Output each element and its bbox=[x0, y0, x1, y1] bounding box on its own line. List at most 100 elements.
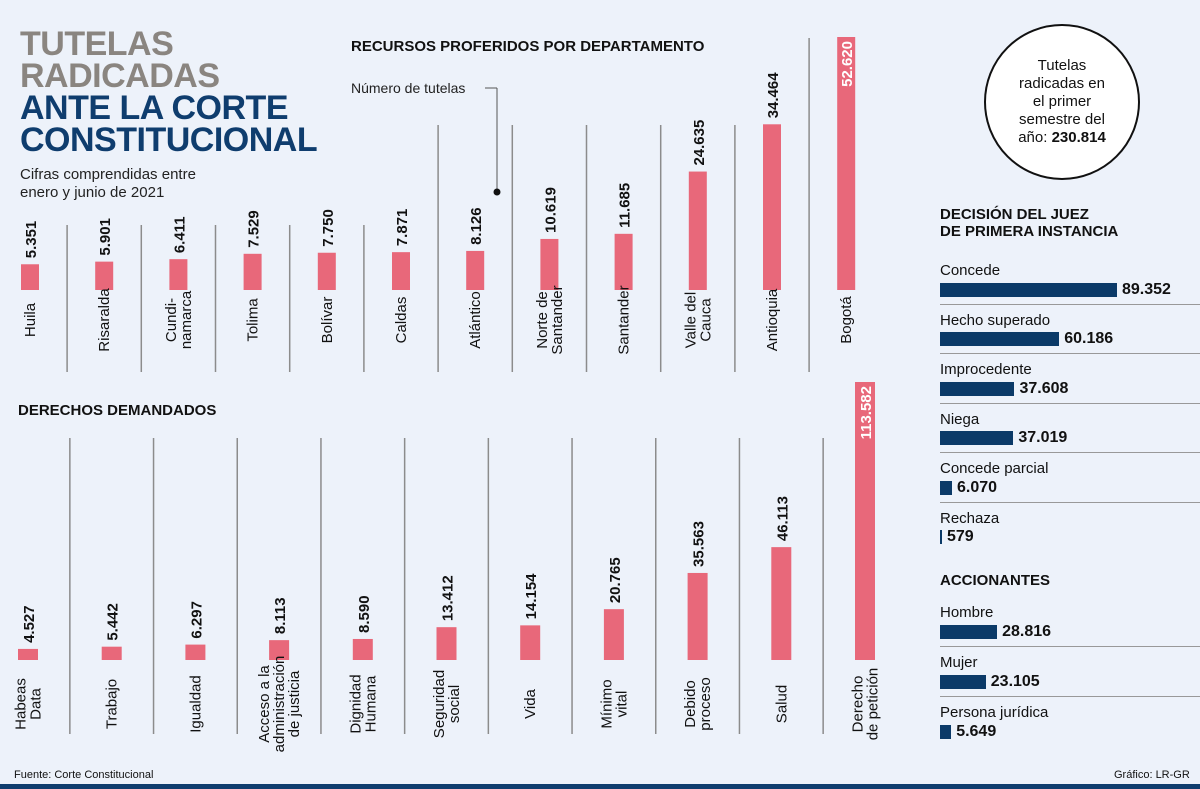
hbar-value-label: 579 bbox=[947, 528, 974, 545]
category-label: Bolívar bbox=[319, 297, 336, 344]
bar bbox=[392, 252, 410, 290]
bar bbox=[614, 233, 633, 290]
value-label: 46.113 bbox=[774, 496, 791, 541]
hbar-line: 37.019 bbox=[940, 429, 1200, 447]
value-label: 11.685 bbox=[617, 183, 634, 228]
category-label: namarca bbox=[178, 290, 195, 349]
category-label: Atlántico bbox=[467, 291, 484, 349]
value-label: 20.765 bbox=[607, 557, 624, 603]
value-label: 52.620 bbox=[839, 41, 856, 87]
callout-total: 230.814 bbox=[1051, 129, 1106, 146]
bar bbox=[95, 261, 114, 290]
bar bbox=[185, 644, 206, 660]
dept-chart-title: RECURSOS PROFERIDOS POR DEPARTAMENTO bbox=[351, 38, 705, 55]
bar bbox=[436, 627, 457, 660]
hbar-category-label: Niega bbox=[940, 410, 980, 428]
bar bbox=[269, 640, 290, 660]
hbar-row: Improcedente 37.608 bbox=[940, 361, 1200, 397]
hbar-line: 28.816 bbox=[940, 623, 1200, 640]
hbar-line: 37.608 bbox=[940, 380, 1200, 397]
category-label: Derecho bbox=[850, 676, 867, 733]
dept-chart-subtitle: Número de tutelas bbox=[351, 80, 466, 96]
value-label: 8.126 bbox=[468, 207, 485, 245]
value-label: 34.464 bbox=[765, 72, 782, 119]
bar bbox=[317, 252, 336, 290]
value-label: 5.901 bbox=[97, 218, 114, 256]
hbar-value-label: 28.816 bbox=[1002, 622, 1052, 640]
bar bbox=[466, 250, 485, 290]
hbar-value-label: 37.608 bbox=[1019, 379, 1069, 397]
hbar-row: Hombre 28.816 bbox=[940, 604, 1200, 640]
value-label: 14.154 bbox=[523, 573, 540, 620]
source-note: Fuente: Corte Constitucional bbox=[14, 769, 154, 781]
value-label: 8.590 bbox=[356, 595, 373, 633]
title-line-3: ANTE LA CORTE bbox=[20, 89, 289, 127]
hbar-row: Concede 89.352 bbox=[940, 262, 1200, 298]
value-label: 10.619 bbox=[542, 187, 559, 233]
hbar-line: 579 bbox=[940, 528, 1200, 546]
bar bbox=[763, 124, 781, 290]
category-label: Igualdad bbox=[187, 675, 204, 733]
hbar-line: 89.352 bbox=[940, 281, 1200, 298]
decision-title-line-1: DECISIÓN DEL JUEZ bbox=[940, 206, 1089, 223]
category-label: Debido bbox=[682, 680, 699, 728]
callout-line-2: radicadas en bbox=[1019, 75, 1105, 92]
hbar-row: Persona jurídica 5.649 bbox=[940, 704, 1200, 740]
category-label: Santander bbox=[616, 285, 633, 354]
hbar-category-label: Concede bbox=[940, 262, 1001, 279]
category-label: administración bbox=[271, 656, 288, 753]
bar bbox=[18, 648, 38, 660]
hbar-line: 6.070 bbox=[940, 479, 1200, 496]
hbar-row: Concede parcial 6.070 bbox=[940, 460, 1200, 496]
category-label: Tolima bbox=[245, 298, 262, 342]
row-separator bbox=[940, 696, 1200, 697]
row-separator bbox=[940, 452, 1200, 453]
hbar-value-label: 6.070 bbox=[957, 478, 998, 496]
category-label: Trabajo bbox=[104, 679, 121, 729]
bar bbox=[101, 646, 122, 660]
bar bbox=[540, 238, 559, 290]
bar bbox=[687, 572, 708, 660]
category-label: Seguridad bbox=[431, 670, 448, 738]
subtitle-line-1: Cifras comprendidas entre bbox=[20, 166, 196, 183]
row-separator bbox=[940, 353, 1200, 354]
hbar-category-label: Hombre bbox=[940, 604, 994, 621]
row-separator bbox=[940, 402, 1200, 404]
value-label: 6.411 bbox=[171, 216, 188, 253]
callout-line-4: semestre del bbox=[1019, 111, 1105, 128]
category-label: Salud bbox=[773, 685, 790, 723]
hbar-line: 23.105 bbox=[940, 673, 1200, 690]
bar bbox=[352, 638, 373, 660]
hbar bbox=[940, 674, 986, 689]
hbar-value-label: 60.186 bbox=[1064, 330, 1114, 347]
bar bbox=[243, 253, 262, 290]
category-label: Risaralda bbox=[96, 288, 113, 352]
hbar-category-label: Rechaza bbox=[940, 509, 1000, 527]
category-label: Humana bbox=[362, 675, 379, 732]
dept-bar-chart: 5.351 Huila 5.901 Risaralda 6.411 Cundi-namar… bbox=[21, 37, 856, 372]
category-label: Valle del bbox=[682, 292, 699, 348]
row-separator bbox=[940, 501, 1200, 503]
subtitle-line-2: enero y junio de 2021 bbox=[20, 184, 165, 201]
category-label: Habeas bbox=[13, 678, 30, 730]
hbar bbox=[940, 724, 952, 739]
hbar-row: Rechaza 579 bbox=[940, 510, 1200, 546]
hbar-row: Mujer 23.105 bbox=[940, 654, 1200, 690]
category-label: Norte de bbox=[534, 291, 551, 349]
hbar bbox=[940, 480, 953, 495]
value-label: 5.351 bbox=[23, 221, 40, 259]
value-label: 7.871 bbox=[394, 209, 411, 247]
callout-line-1: Tutelas bbox=[1037, 57, 1087, 74]
bar bbox=[688, 171, 707, 290]
title-line-1: TUTELAS bbox=[20, 25, 174, 63]
category-label: Cundi- bbox=[163, 298, 180, 342]
hbar bbox=[940, 282, 1117, 297]
title-line-4: CONSTITUCIONAL bbox=[20, 121, 318, 159]
row-separator bbox=[940, 303, 1200, 305]
vertical-bar-charts: 5.351 Huila 5.901 Risaralda 6.411 Cundi-namar… bbox=[13, 37, 882, 752]
hbar-value-label: 23.105 bbox=[990, 672, 1040, 690]
hbar-value-label: 37.019 bbox=[1018, 429, 1068, 446]
category-label: vital bbox=[613, 691, 630, 718]
value-label: 4.527 bbox=[21, 605, 38, 643]
